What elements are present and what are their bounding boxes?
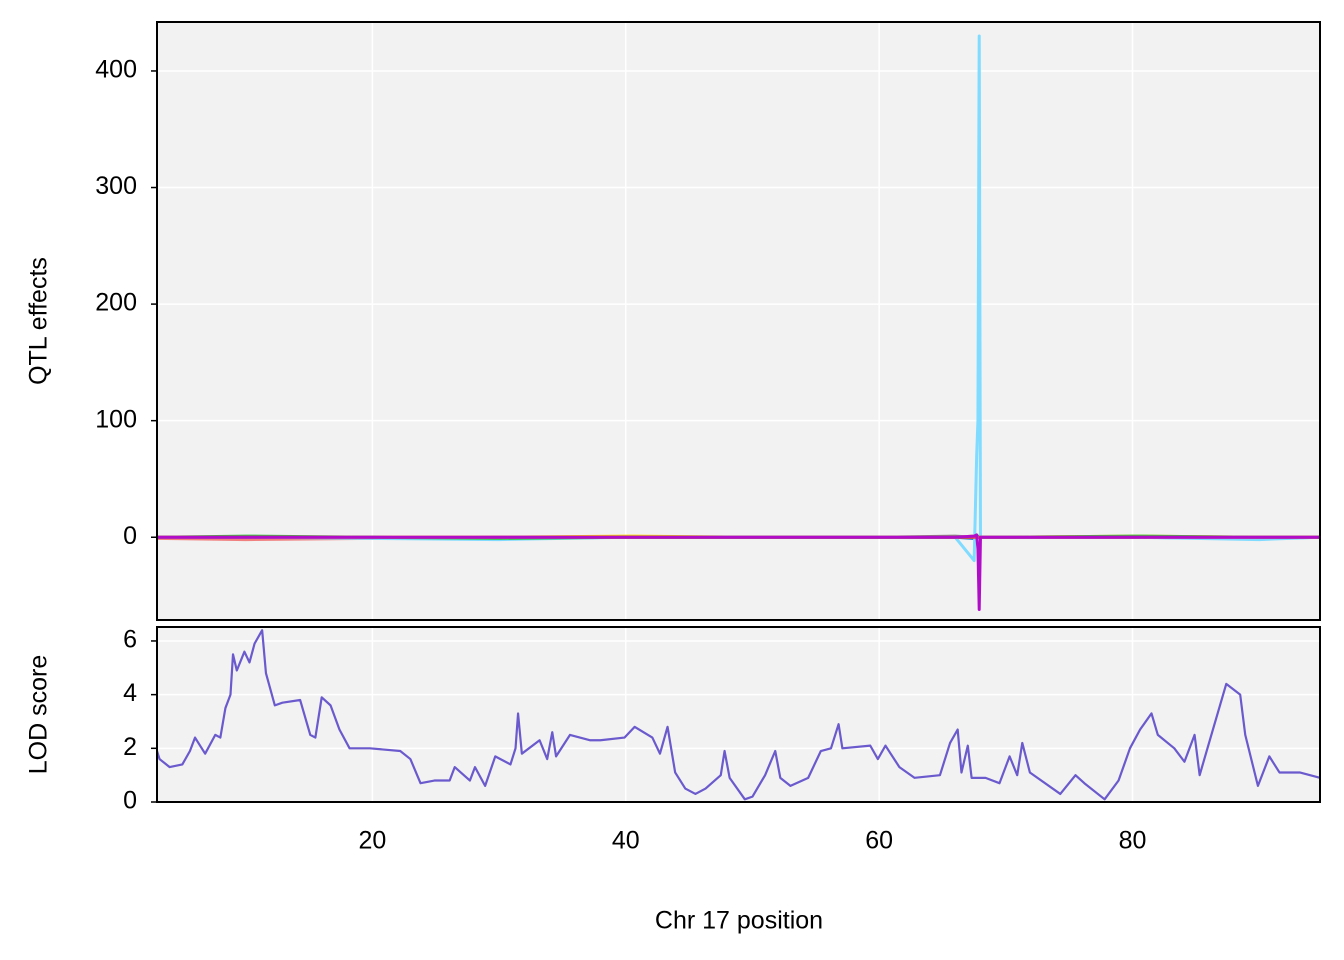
y-tick-label: 2 <box>123 733 137 761</box>
plot-frame <box>156 21 1321 621</box>
y-axis-label: LOD score <box>25 655 53 774</box>
y-tick-label: 0 <box>123 522 137 550</box>
y-tick-label: 400 <box>95 56 137 84</box>
x-tick-label: 20 <box>358 827 386 855</box>
effect-line <box>157 533 1320 612</box>
y-tick-label: 100 <box>95 405 137 433</box>
y-tick-label: 0 <box>123 787 137 815</box>
x-tick-label: 60 <box>865 827 893 855</box>
y-tick-label: 4 <box>123 679 137 707</box>
x-tick-label: 40 <box>612 827 640 855</box>
lod-line <box>155 629 1321 801</box>
x-axis-label: Chr 17 position <box>655 907 823 935</box>
y-tick-label: 6 <box>123 626 137 654</box>
plot-frame <box>156 626 1321 803</box>
y-tick-label: 300 <box>95 172 137 200</box>
y-axis-label: QTL effects <box>25 257 53 385</box>
plot-background <box>157 627 1320 802</box>
y-tick-label: 200 <box>95 289 137 317</box>
x-tick-label: 80 <box>1119 827 1147 855</box>
plot-background <box>157 22 1320 620</box>
